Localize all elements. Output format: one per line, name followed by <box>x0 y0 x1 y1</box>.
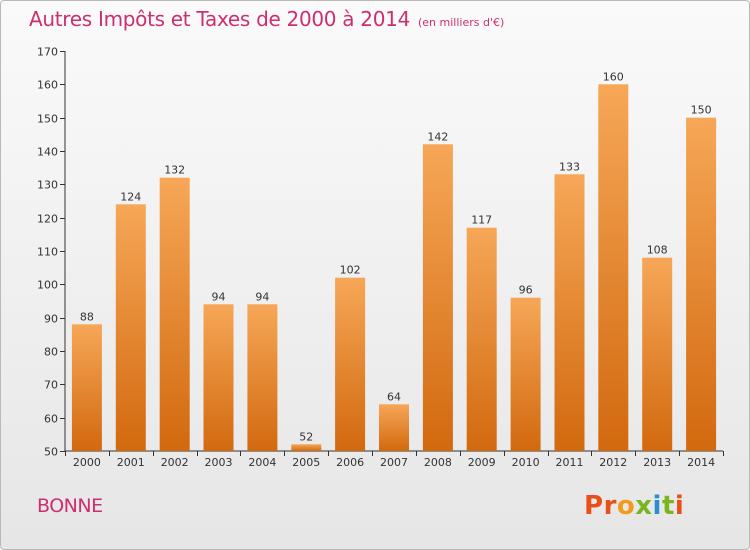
value-label: 88 <box>80 310 94 323</box>
value-label: 96 <box>519 284 533 297</box>
x-tick-label: 2003 <box>205 456 233 469</box>
y-tick-label: 140 <box>37 146 58 159</box>
logo-letter: r <box>603 491 617 521</box>
y-tick-label: 170 <box>37 46 58 59</box>
value-label: 124 <box>120 190 141 203</box>
value-label: 108 <box>647 244 668 257</box>
bars <box>71 84 717 452</box>
value-label: 132 <box>164 164 185 177</box>
bar <box>159 177 190 451</box>
x-tick-label: 2005 <box>292 456 320 469</box>
value-label: 160 <box>603 70 624 83</box>
chart-title-unit: (en milliers d'€) <box>418 16 505 29</box>
y-tick-label: 60 <box>44 413 58 426</box>
bar <box>247 304 278 451</box>
proxiti-logo[interactable]: Proxiti <box>584 491 684 521</box>
bar <box>291 444 322 451</box>
logo-letter: o <box>616 491 636 521</box>
x-tick-label: 2013 <box>643 456 671 469</box>
bar <box>203 304 234 451</box>
logo-letter: t <box>661 491 675 521</box>
bar <box>510 297 541 451</box>
x-tick-label: 2010 <box>512 456 540 469</box>
y-tick-label: 130 <box>37 179 58 192</box>
logo-letter: i <box>652 491 662 521</box>
bar <box>71 324 102 451</box>
bar <box>335 277 366 451</box>
bar <box>115 204 146 451</box>
value-label: 94 <box>255 290 269 303</box>
value-label: 102 <box>340 264 361 277</box>
logo-letter: P <box>584 491 604 521</box>
x-tick-label: 2000 <box>73 456 101 469</box>
x-tick-label: 2007 <box>380 456 408 469</box>
commune-name: BONNE <box>37 495 103 517</box>
value-label: 94 <box>212 290 226 303</box>
value-label: 52 <box>299 430 313 443</box>
x-tick-label: 2009 <box>468 456 496 469</box>
x-tick-label: 2014 <box>687 456 715 469</box>
x-tick-label: 2001 <box>117 456 145 469</box>
y-tick-label: 120 <box>37 213 58 226</box>
value-labels: 88 124 132 94 94 52 102 64 142 117 96 133 160 108 150 <box>80 70 712 443</box>
x-tick-label: 2011 <box>556 456 584 469</box>
chart-title-text: Autres Impôts et Taxes de 2000 à 2014 <box>29 7 410 31</box>
value-label: 142 <box>427 130 448 143</box>
bar <box>422 144 453 452</box>
value-label: 133 <box>559 160 580 173</box>
x-tick-label: 2012 <box>599 456 627 469</box>
value-label: 64 <box>387 390 401 403</box>
x-axis: 2000 2001 2002 2003 2004 2005 2006 2007 2008 2009… <box>65 450 724 469</box>
y-tick-label: 50 <box>44 446 58 459</box>
value-label: 117 <box>471 214 492 227</box>
x-tick-label: 2002 <box>161 456 189 469</box>
y-tick-label: 70 <box>44 379 58 392</box>
y-tick-label: 110 <box>37 246 58 259</box>
y-tick-label: 90 <box>44 313 58 326</box>
y-tick-label: 100 <box>37 279 58 292</box>
y-axis: 50 60 70 80 90 100 110 120 130 140 150 160 170 <box>37 46 66 459</box>
bar <box>554 174 585 452</box>
bar <box>379 404 409 451</box>
bar <box>686 117 717 451</box>
logo-letter: i <box>674 491 685 521</box>
value-label: 150 <box>691 104 712 117</box>
bar <box>642 257 673 451</box>
x-tick-label: 2004 <box>248 456 276 469</box>
chart-title: Autres Impôts et Taxes de 2000 à 2014 (en… <box>29 7 504 31</box>
x-tick-label: 2008 <box>424 456 452 469</box>
y-tick-label: 150 <box>37 113 58 126</box>
y-tick-label: 80 <box>44 346 58 359</box>
bar <box>466 227 497 451</box>
y-tick-label: 160 <box>37 79 58 92</box>
logo-letter: x <box>635 491 653 521</box>
x-tick-label: 2006 <box>336 456 364 469</box>
bar <box>598 84 629 452</box>
